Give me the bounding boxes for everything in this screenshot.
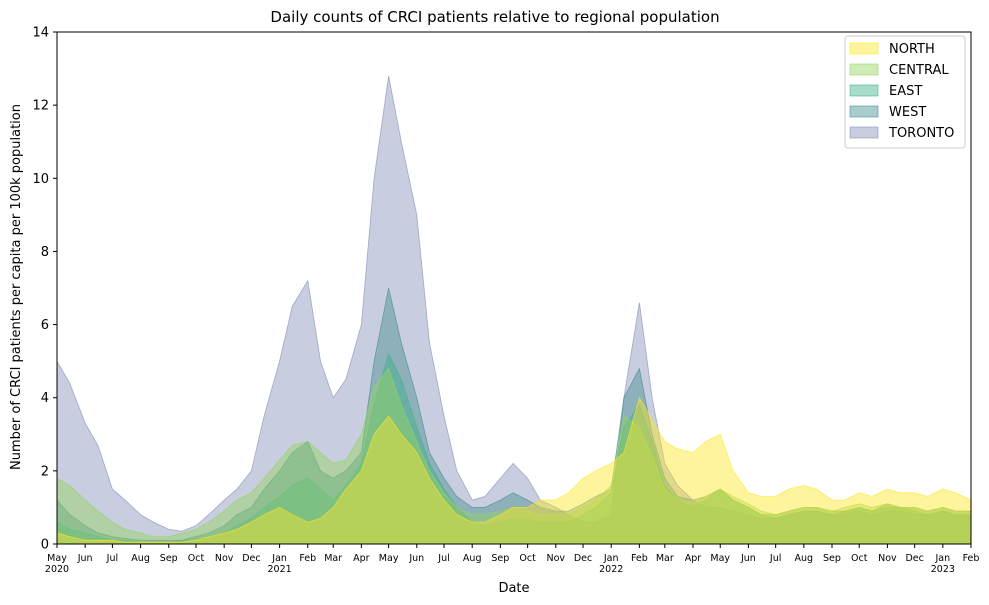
- legend-label-east: EAST: [889, 84, 922, 99]
- x-tick-label: Oct: [519, 553, 536, 564]
- x-tick-year-label: 2022: [599, 564, 623, 575]
- x-tick-label: Jun: [740, 553, 756, 564]
- x-tick-label: Jul: [437, 553, 449, 564]
- x-axis-label: Date: [498, 581, 529, 596]
- legend-swatch-north: [849, 42, 879, 55]
- x-tick-label: Jan: [603, 553, 619, 564]
- y-tick-label: 14: [32, 26, 49, 41]
- x-tick-label: Sep: [823, 553, 841, 564]
- x-tick-label: Jun: [408, 553, 424, 564]
- y-tick-label: 8: [41, 245, 49, 260]
- x-tick-label: Oct: [188, 553, 205, 564]
- x-tick-label: Apr: [353, 553, 370, 564]
- x-tick-label: Mar: [324, 553, 342, 564]
- plot-frame: [56, 31, 972, 545]
- x-tick-label: Nov: [547, 553, 566, 564]
- legend-label-central: CENTRAL: [889, 63, 949, 78]
- x-tick-label: Feb: [631, 553, 648, 564]
- x-tick-label: Oct: [851, 553, 868, 564]
- y-tick-label: 10: [32, 172, 49, 187]
- x-tick-label: Nov: [215, 553, 234, 564]
- y-tick-label: 12: [32, 99, 49, 114]
- legend-label-north: NORTH: [889, 42, 935, 57]
- x-tick-label: Feb: [963, 553, 980, 564]
- series-areas: [56, 75, 972, 545]
- x-tick-label: Jan: [935, 553, 951, 564]
- legend-label-west: WEST: [889, 105, 926, 120]
- legend: NORTH CENTRAL EAST WEST TORONTO: [844, 35, 966, 149]
- y-tick-label: 2: [41, 464, 49, 479]
- x-tick-label: Aug: [795, 553, 814, 564]
- x-tick-label: May: [47, 553, 67, 564]
- x-tick-year-label: 2021: [268, 564, 292, 575]
- legend-swatch-east: [849, 84, 879, 97]
- x-tick-year-label: 2020: [45, 564, 69, 575]
- x-tick-year-label: 2023: [931, 564, 955, 575]
- legend-swatch-west: [849, 105, 879, 118]
- y-axis-label: Number of CRCI patients per capita per 1…: [9, 104, 24, 470]
- y-tick-label: 6: [41, 318, 49, 333]
- x-tick-label: Jul: [106, 553, 118, 564]
- x-tick-label: Dec: [242, 553, 260, 564]
- x-tick-label: Aug: [131, 553, 150, 564]
- legend-swatch-toronto: [849, 126, 879, 139]
- legend-swatch-central: [849, 63, 879, 76]
- x-tick-label: Sep: [160, 553, 178, 564]
- x-tick-label: Nov: [878, 553, 897, 564]
- x-tick-label: Dec: [905, 553, 923, 564]
- chart-title: Daily counts of CRCI patients relative t…: [270, 8, 719, 26]
- y-tick-label: 4: [41, 391, 49, 406]
- x-tick-label: Jun: [77, 553, 93, 564]
- series-area-north: [56, 396, 972, 545]
- x-tick-label: Feb: [299, 553, 316, 564]
- x-tick-label: May: [379, 553, 399, 564]
- legend-label-toronto: TORONTO: [888, 126, 954, 141]
- series-area-central: [56, 367, 972, 545]
- x-tick-label: Jan: [271, 553, 287, 564]
- x-tick-label: Jul: [769, 553, 781, 564]
- x-tick-label: May: [710, 553, 730, 564]
- x-tick-label: Apr: [685, 553, 702, 564]
- x-tick-label: Aug: [463, 553, 482, 564]
- series-area-west: [56, 287, 972, 545]
- x-tick-label: Dec: [574, 553, 592, 564]
- x-tick-label: Mar: [656, 553, 674, 564]
- series-area-toronto: [56, 75, 972, 545]
- x-tick-label: Sep: [491, 553, 509, 564]
- y-tick-label: 0: [41, 538, 49, 553]
